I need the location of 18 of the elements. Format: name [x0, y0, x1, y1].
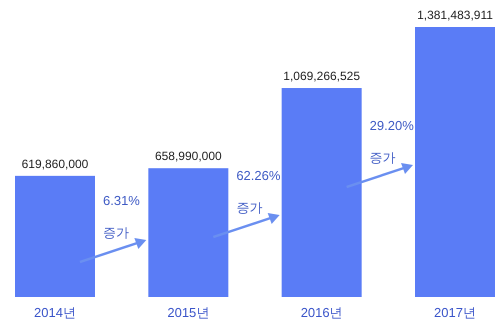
bar: [15, 176, 95, 297]
x-tick-label: 2016년: [300, 305, 343, 320]
bar: [282, 88, 362, 297]
bar: [148, 168, 228, 297]
data-label: 1,069,266,525: [283, 69, 360, 84]
x-tick-label: 2017년: [434, 305, 476, 320]
annotation: 증가: [236, 200, 262, 215]
annotation: 6.31%: [103, 193, 140, 208]
data-label: 619,860,000: [22, 156, 89, 171]
x-tick-label: 2014년: [34, 305, 76, 320]
bar: [415, 27, 495, 297]
data-label: 1,381,483,911: [417, 8, 494, 22]
annotation: 29.20%: [370, 118, 414, 133]
annotation: 증가: [370, 150, 396, 165]
annotation: 62.26%: [236, 168, 281, 183]
annotation: 증가: [103, 225, 129, 240]
data-label: 658,990,000: [154, 149, 222, 164]
x-tick-label: 2015년: [167, 305, 210, 320]
